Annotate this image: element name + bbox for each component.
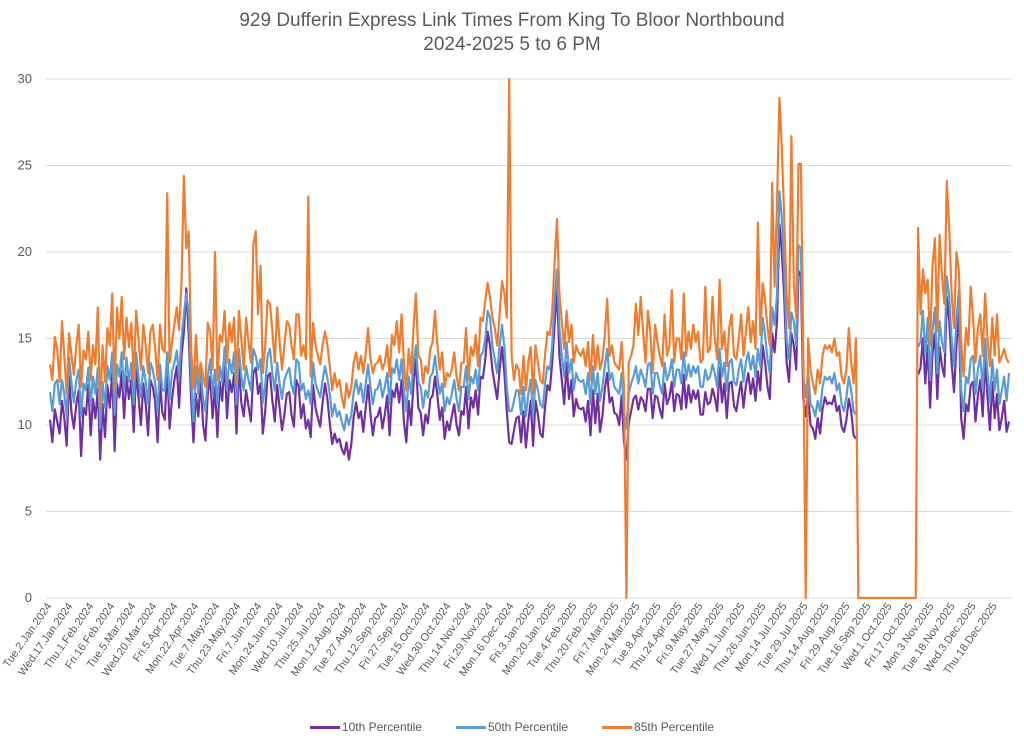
series-line-10th-percentile [48, 223, 1011, 461]
y-tick-label: 15 [18, 331, 32, 346]
legend-item-85th: 85th Percentile [602, 720, 714, 734]
y-tick-label: 0 [25, 590, 32, 605]
legend-item-10th: 10th Percentile [309, 720, 422, 734]
chart-title-line-1: 929 Dufferin Express Link Times From Kin… [239, 10, 785, 31]
legend-swatch-50th [455, 725, 486, 729]
legend-label-10th: 10th Percentile [341, 720, 422, 734]
chart-subtitle: 2024-2025 5 to 6 PM [423, 34, 601, 55]
series-line-85th-percentile [48, 77, 1010, 600]
y-tick-label: 10 [18, 417, 32, 432]
legend-label-50th: 50th Percentile [487, 720, 569, 734]
y-axis: 0 5 10 15 20 25 30 [18, 71, 32, 605]
y-tick-label: 25 [18, 158, 32, 173]
legend: 10th Percentile 50th Percentile 85th Per… [0, 720, 1024, 734]
legend-swatch-10th [309, 725, 340, 729]
y-tick-label: 20 [18, 244, 32, 259]
legend-label-85th: 85th Percentile [634, 720, 715, 734]
legend-swatch-85th [602, 725, 633, 729]
x-axis: Tue.2.Jan.2024Wed.17.Jan.2024Thu.1.Feb.2… [1, 601, 1000, 679]
y-tick-label: 5 [25, 504, 32, 519]
y-tick-label: 30 [18, 71, 32, 86]
legend-item-50th: 50th Percentile [455, 720, 569, 734]
chart-title: 929 Dufferin Express Link Times From Kin… [0, 9, 1024, 57]
series-line-50th-percentile [48, 190, 1011, 432]
series-lines [48, 77, 1011, 600]
